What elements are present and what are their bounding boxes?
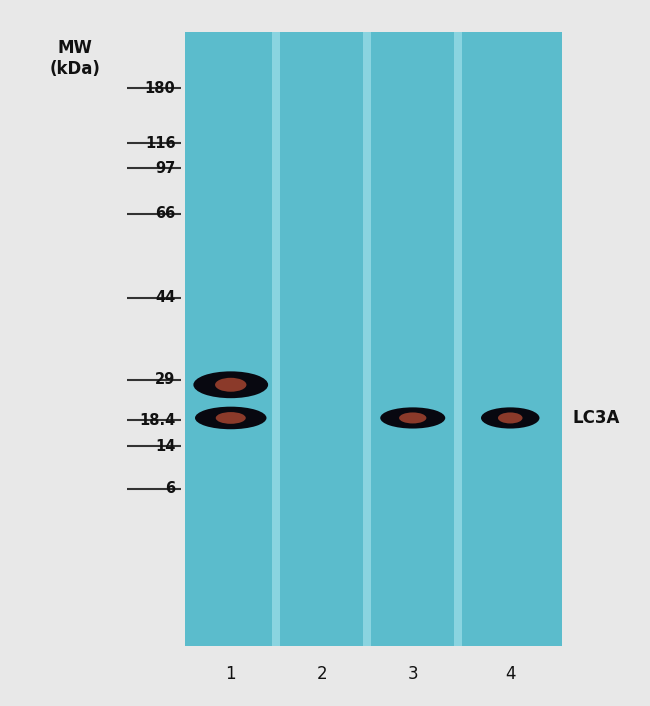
Text: 44: 44 <box>155 290 176 306</box>
Ellipse shape <box>195 407 266 429</box>
Ellipse shape <box>380 407 445 429</box>
Text: LC3A: LC3A <box>572 409 619 427</box>
Text: MW
(kDa): MW (kDa) <box>49 39 100 78</box>
Text: 97: 97 <box>155 160 176 176</box>
Text: 14: 14 <box>155 438 176 454</box>
Text: 180: 180 <box>145 80 176 96</box>
Ellipse shape <box>194 371 268 398</box>
Bar <box>363 32 371 646</box>
Ellipse shape <box>216 412 246 424</box>
Bar <box>454 32 462 646</box>
Ellipse shape <box>498 412 523 424</box>
Ellipse shape <box>215 378 246 392</box>
Text: 1: 1 <box>226 665 236 683</box>
Text: 6: 6 <box>165 481 176 496</box>
Bar <box>185 32 562 646</box>
Text: 29: 29 <box>155 372 176 388</box>
Bar <box>272 32 280 646</box>
Text: 66: 66 <box>155 206 176 222</box>
Text: 18.4: 18.4 <box>139 412 176 428</box>
Text: 116: 116 <box>145 136 176 151</box>
Text: 4: 4 <box>505 665 515 683</box>
Text: 2: 2 <box>317 665 327 683</box>
Text: 3: 3 <box>408 665 418 683</box>
Ellipse shape <box>399 412 426 424</box>
Ellipse shape <box>481 407 540 429</box>
